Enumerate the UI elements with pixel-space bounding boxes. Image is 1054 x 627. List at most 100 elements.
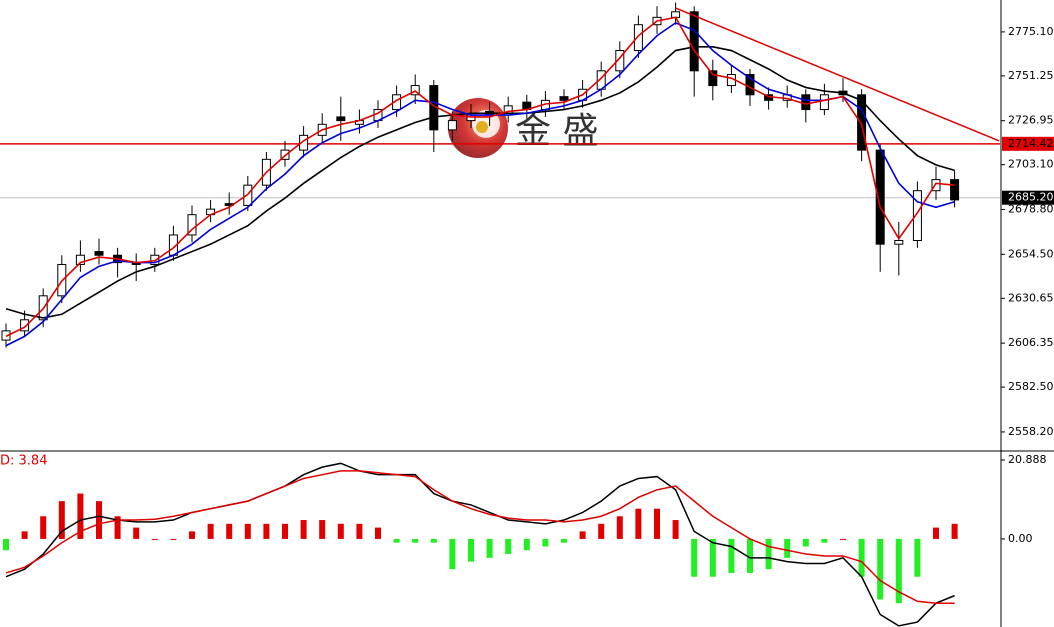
histogram-bar [412, 538, 419, 543]
histogram-bar [579, 531, 586, 539]
histogram-bar [691, 538, 698, 577]
histogram-bar [505, 538, 512, 555]
histogram-bar [784, 538, 791, 558]
candle-body [559, 96, 569, 101]
candle-body [615, 50, 625, 72]
y-tick-label: 2751.25 [1008, 69, 1054, 82]
y-tick-label: 0.00 [1008, 532, 1033, 545]
histogram-bar [616, 516, 623, 539]
histogram-bar [802, 538, 809, 547]
histogram-bar [58, 501, 65, 539]
histogram-bar [523, 538, 530, 551]
candle-body [689, 11, 699, 72]
candle-body [801, 94, 811, 111]
histogram-bar [468, 538, 474, 562]
histogram-bar [635, 508, 642, 539]
candle-body [931, 179, 941, 192]
histogram-bar [654, 508, 660, 539]
histogram-bar [877, 538, 884, 600]
watermark: 金 盛 [515, 111, 598, 152]
price-label-box [1002, 136, 1054, 151]
histogram-bar [170, 538, 177, 540]
candle-body [1, 330, 11, 341]
histogram-bar [486, 538, 493, 558]
histogram-bar [189, 531, 195, 539]
candle-body [410, 85, 420, 96]
histogram-bar [598, 523, 605, 539]
histogram-bar [244, 523, 251, 539]
y-tick-label: 2775.10 [1008, 25, 1054, 38]
histogram-bar [282, 523, 288, 539]
candle-body [894, 239, 904, 245]
candle-body [299, 134, 309, 151]
histogram-bar [449, 538, 456, 570]
candle-body [671, 11, 681, 18]
histogram-bar [747, 538, 753, 573]
histogram-bar [133, 527, 140, 539]
y-tick-label: 2630.65 [1008, 291, 1054, 304]
y-tick-label: 2558.20 [1008, 425, 1054, 438]
moving-average [5, 46, 955, 319]
histogram-bar [765, 538, 772, 570]
histogram-bar [430, 538, 437, 543]
histogram-bar [375, 527, 381, 539]
price-label: 2714.42 [1008, 137, 1054, 150]
histogram-bar [561, 538, 567, 543]
histogram-bar [226, 523, 233, 539]
y-tick-label: 2654.50 [1008, 247, 1054, 260]
histogram-bar [207, 523, 214, 539]
histogram-bar [114, 516, 121, 539]
histogram-bar [393, 538, 400, 543]
y-tick-label: 2678.80 [1008, 203, 1054, 216]
candle-body [819, 94, 829, 111]
candle-body [708, 70, 718, 87]
y-tick-label: 2582.50 [1008, 380, 1054, 393]
trendline [675, 7, 1000, 142]
candle-body [94, 251, 104, 256]
histogram-bar [263, 523, 270, 539]
indicator-line [5, 470, 955, 604]
histogram-bar [300, 520, 307, 539]
candle-body [447, 120, 457, 131]
histogram-bar [96, 501, 102, 539]
moving-average [5, 21, 955, 347]
histogram-bar [337, 523, 344, 539]
histogram-bar [77, 493, 84, 539]
histogram-bar [840, 538, 846, 540]
histogram-bar [709, 538, 716, 577]
histogram-bar [542, 538, 549, 547]
price-label: 2685.20 [1008, 191, 1054, 204]
histogram-bar [151, 538, 158, 540]
histogram-bar [672, 520, 679, 539]
histogram-bar [21, 531, 28, 539]
histogram-bar [3, 538, 9, 551]
histogram-bar [319, 520, 326, 539]
y-tick-label: 2606.35 [1008, 336, 1054, 349]
histogram-bar [858, 538, 865, 577]
candle-body [912, 190, 922, 241]
y-tick-label: 2703.10 [1008, 158, 1054, 171]
histogram-bar [895, 538, 902, 604]
moving-average [5, 16, 955, 338]
candle-body [75, 254, 85, 265]
histogram-bar [40, 516, 47, 539]
indicator-line [5, 462, 955, 627]
histogram-bar [728, 538, 735, 573]
logo-dot [476, 121, 488, 133]
candle-body [187, 214, 197, 236]
histogram-bar [933, 527, 939, 539]
indicator-title: D: 3.84 [0, 454, 47, 469]
candle-body [875, 149, 885, 245]
candle-body [857, 94, 867, 151]
histogram-bar [914, 538, 921, 577]
candle-body [950, 179, 960, 201]
histogram-bar [821, 538, 828, 543]
candle-body [20, 319, 30, 332]
candle-body [633, 24, 643, 52]
histogram-bar [951, 523, 958, 539]
price-label-box [1002, 190, 1054, 205]
histogram-bar [356, 523, 363, 539]
y-tick-label: 2726.95 [1008, 114, 1054, 127]
